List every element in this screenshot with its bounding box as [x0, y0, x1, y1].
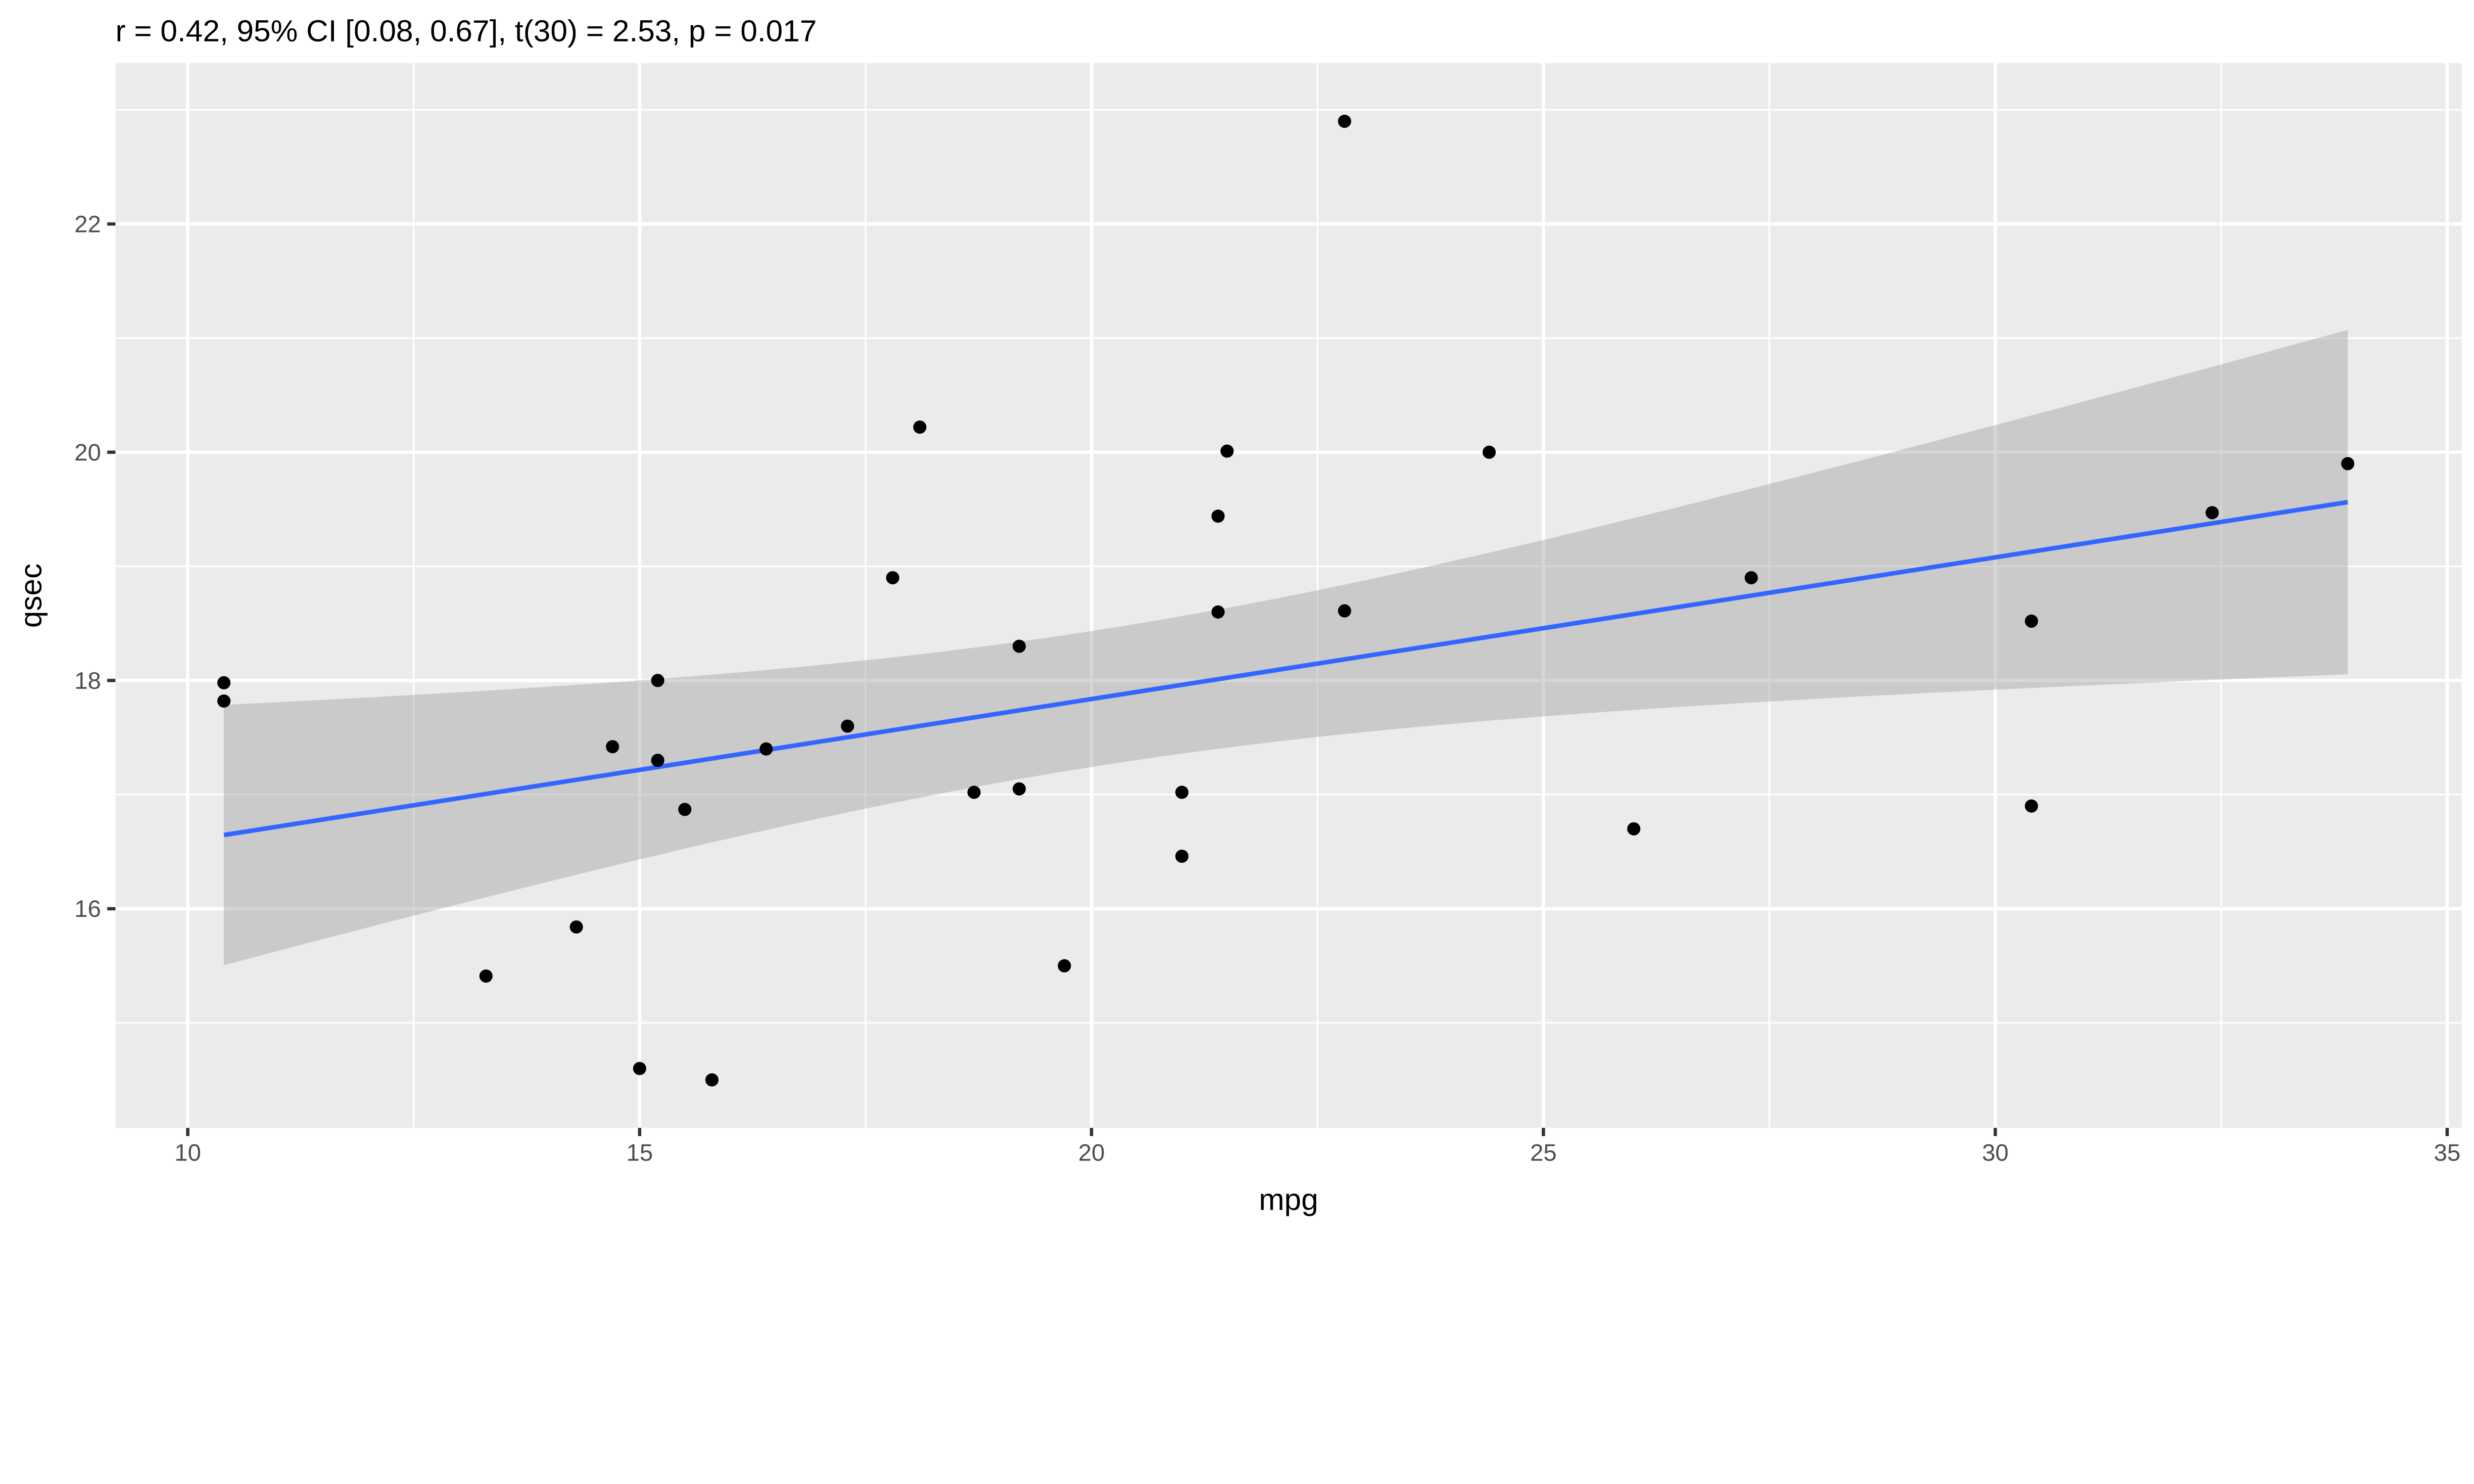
x-tick-label: 25	[1530, 1140, 1557, 1166]
x-tick-label: 15	[626, 1140, 653, 1166]
data-point	[1338, 604, 1351, 618]
data-point	[2205, 506, 2219, 519]
data-point	[2341, 457, 2355, 470]
data-point	[1627, 822, 1641, 835]
data-point	[606, 740, 619, 753]
data-point	[1175, 786, 1189, 799]
data-point	[651, 753, 665, 767]
data-point	[1057, 959, 1071, 973]
data-point	[1482, 445, 1496, 459]
data-point	[217, 676, 231, 690]
data-point	[841, 719, 855, 733]
x-axis-title: mpg	[1259, 1183, 1318, 1217]
x-tick-label: 30	[1982, 1140, 2009, 1166]
y-tick-label: 16	[74, 896, 101, 923]
confidence-band	[224, 329, 2348, 966]
y-tick-label: 20	[74, 439, 101, 466]
x-tick-label: 10	[175, 1140, 201, 1166]
plot-panel	[115, 63, 2462, 1128]
data-point	[1220, 444, 1234, 458]
data-point	[479, 969, 493, 983]
data-point	[1211, 605, 1225, 619]
data-point	[1012, 640, 1026, 653]
data-point	[2025, 614, 2038, 628]
data-point	[886, 571, 900, 585]
gridlines	[115, 63, 2462, 1128]
x-tick-label: 20	[1078, 1140, 1105, 1166]
data-point	[633, 1062, 647, 1075]
y-tick-label: 18	[74, 667, 101, 694]
data-point	[705, 1073, 719, 1087]
x-tick-label: 35	[2434, 1140, 2461, 1166]
data-point	[2025, 799, 2038, 813]
chart-title: r = 0.42, 95% CI [0.08, 0.67], t(30) = 2…	[115, 14, 816, 48]
data-point	[760, 742, 773, 756]
data-point	[1175, 849, 1189, 863]
data-point	[1012, 782, 1026, 796]
y-tick-label: 22	[74, 211, 101, 237]
data-point	[1211, 510, 1225, 523]
data-point	[570, 920, 583, 934]
data-point	[678, 802, 692, 816]
data-points	[217, 114, 2355, 1087]
y-axis-title: qsec	[14, 563, 48, 628]
data-point	[913, 420, 927, 434]
data-point	[217, 694, 231, 708]
data-point	[1338, 114, 1351, 128]
scatter-chart: r = 0.42, 95% CI [0.08, 0.67], t(30) = 2…	[14, 14, 2462, 1217]
data-point	[651, 674, 665, 687]
axes: 10 15 20 25 30 35 16 18 20 22	[74, 211, 2460, 1166]
data-point	[967, 786, 981, 799]
regression-line	[223, 500, 2348, 837]
data-point	[1745, 571, 1758, 585]
